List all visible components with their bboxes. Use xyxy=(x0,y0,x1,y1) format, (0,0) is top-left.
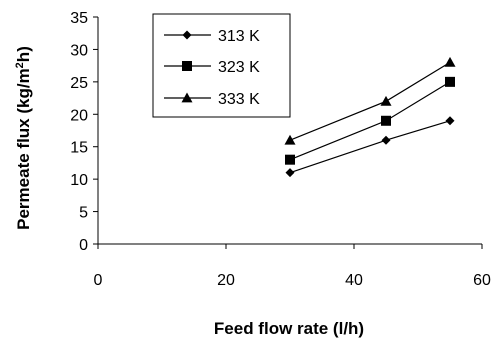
legend-label: 313 K xyxy=(218,28,260,45)
axes xyxy=(93,16,483,249)
legend: 313 K 323 K 333 K xyxy=(152,13,291,118)
y-axis-title-superscript: 2 xyxy=(14,62,26,68)
series-square xyxy=(285,76,455,165)
y-tick-label: 0 xyxy=(79,237,88,254)
data-point xyxy=(380,95,392,106)
y-tick-label: 20 xyxy=(70,107,88,124)
series-layer xyxy=(284,56,456,178)
legend-entry: 323 K xyxy=(164,59,260,76)
y-axis-title-tail: h) xyxy=(14,46,33,62)
data-point xyxy=(445,76,455,87)
legend-entry: 333 K xyxy=(164,91,260,108)
x-tick-label: 0 xyxy=(94,272,103,289)
y-tick-label: 15 xyxy=(70,140,88,157)
legend-marker xyxy=(182,30,192,40)
data-point xyxy=(285,168,295,178)
y-tick-labels: 0 5 10 15 20 25 30 35 xyxy=(70,10,88,254)
y-tick-label: 25 xyxy=(70,75,88,92)
series-diamond xyxy=(285,116,455,178)
legend-label: 333 K xyxy=(218,91,260,108)
data-point xyxy=(381,115,391,126)
legend-marker xyxy=(182,61,192,71)
series-triangle xyxy=(284,56,456,145)
y-axis-title-main: Permeate flux (kg/m xyxy=(14,68,33,230)
data-point xyxy=(285,154,295,165)
y-tick-label: 5 xyxy=(79,205,88,222)
y-tick-label: 35 xyxy=(70,10,88,27)
x-tick-label: 60 xyxy=(473,272,491,289)
x-tick-labels: 0 20 40 60 xyxy=(94,272,491,289)
y-tick-label: 10 xyxy=(70,172,88,189)
y-axis-title: Permeate flux (kg/m2h) xyxy=(14,46,33,230)
series-line xyxy=(289,81,451,161)
series-line xyxy=(289,120,451,174)
y-tick-label: 30 xyxy=(70,42,88,59)
legend-entry: 313 K xyxy=(164,28,260,45)
x-tick-label: 40 xyxy=(345,272,363,289)
x-axis-title: Feed flow rate (l/h) xyxy=(214,319,364,338)
x-tick-label: 20 xyxy=(217,272,235,289)
data-point xyxy=(445,116,455,126)
legend-label: 323 K xyxy=(218,59,260,76)
data-point xyxy=(381,135,391,145)
data-point xyxy=(444,56,456,67)
data-point xyxy=(284,134,296,145)
legend-marker xyxy=(181,92,193,103)
